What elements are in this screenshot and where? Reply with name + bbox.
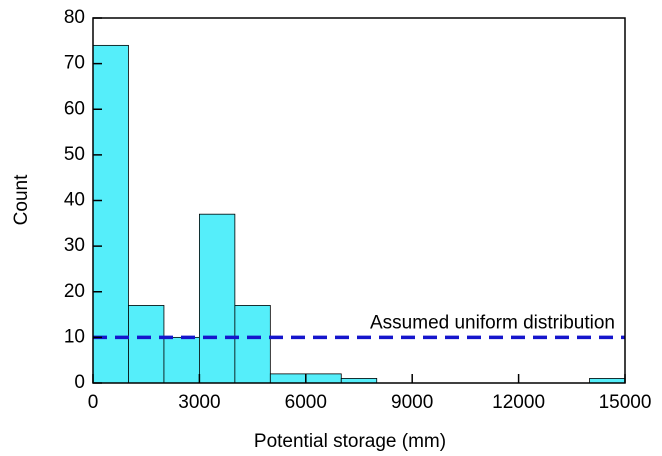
bar [128, 305, 165, 384]
y-axis-label: Count [11, 174, 32, 225]
x-tick-label: 15000 [599, 392, 652, 413]
y-tick-label: 80 [64, 7, 85, 28]
y-tick-label: 0 [74, 372, 85, 393]
bar [305, 373, 342, 384]
y-tick-label: 40 [64, 190, 85, 211]
x-tick-label: 9000 [391, 392, 433, 413]
y-tick-label: 10 [64, 326, 85, 347]
y-tick-label: 20 [64, 281, 85, 302]
bar [92, 44, 129, 384]
x-tick-label: 0 [88, 392, 99, 413]
y-tick-label: 70 [64, 53, 85, 74]
x-tick-label: 6000 [285, 392, 327, 413]
x-tick-label: 12000 [492, 392, 545, 413]
bar [269, 373, 307, 384]
bar [234, 305, 271, 384]
x-tick-label: 3000 [178, 392, 220, 413]
y-tick-label: 30 [64, 235, 85, 256]
reference-label: Assumed uniform distribution [370, 312, 615, 333]
bar [198, 213, 236, 384]
x-axis-label: Potential storage (mm) [254, 431, 446, 452]
bar [163, 336, 200, 384]
y-tick-label: 50 [64, 144, 85, 165]
y-tick-label: 60 [64, 98, 85, 119]
